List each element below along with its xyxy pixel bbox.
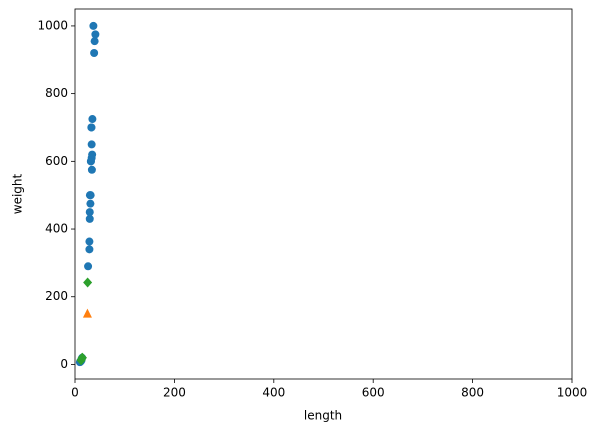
x-tick-label: 800	[461, 386, 484, 400]
y-axis-label: weight	[11, 173, 25, 214]
y-tick-label: 800	[45, 86, 68, 100]
point	[88, 150, 97, 159]
x-tick-label: 200	[163, 386, 186, 400]
x-axis-label: length	[304, 409, 342, 423]
y-tick-label: 600	[45, 154, 68, 168]
x-tick-label: 600	[362, 386, 385, 400]
point	[87, 123, 96, 132]
point	[85, 237, 94, 246]
y-tick-label: 0	[60, 357, 68, 371]
point	[82, 308, 92, 318]
y-tick-label: 200	[45, 289, 68, 303]
point	[77, 352, 87, 363]
point	[86, 191, 95, 200]
point	[88, 115, 97, 124]
x-tick-label: 400	[262, 386, 285, 400]
point	[85, 245, 94, 254]
point	[85, 208, 94, 217]
x-tick-label: 1000	[557, 386, 588, 400]
point	[83, 277, 93, 288]
point	[87, 140, 96, 149]
y-tick-label: 400	[45, 222, 68, 236]
point	[90, 37, 99, 46]
point	[86, 199, 95, 208]
point	[85, 214, 94, 223]
point	[84, 262, 93, 271]
point	[91, 30, 100, 39]
point	[87, 165, 96, 174]
axes-frame	[74, 8, 573, 380]
point	[89, 21, 98, 30]
y-tick-label: 1000	[37, 18, 68, 32]
point	[90, 49, 99, 58]
x-tick-label: 0	[71, 386, 79, 400]
